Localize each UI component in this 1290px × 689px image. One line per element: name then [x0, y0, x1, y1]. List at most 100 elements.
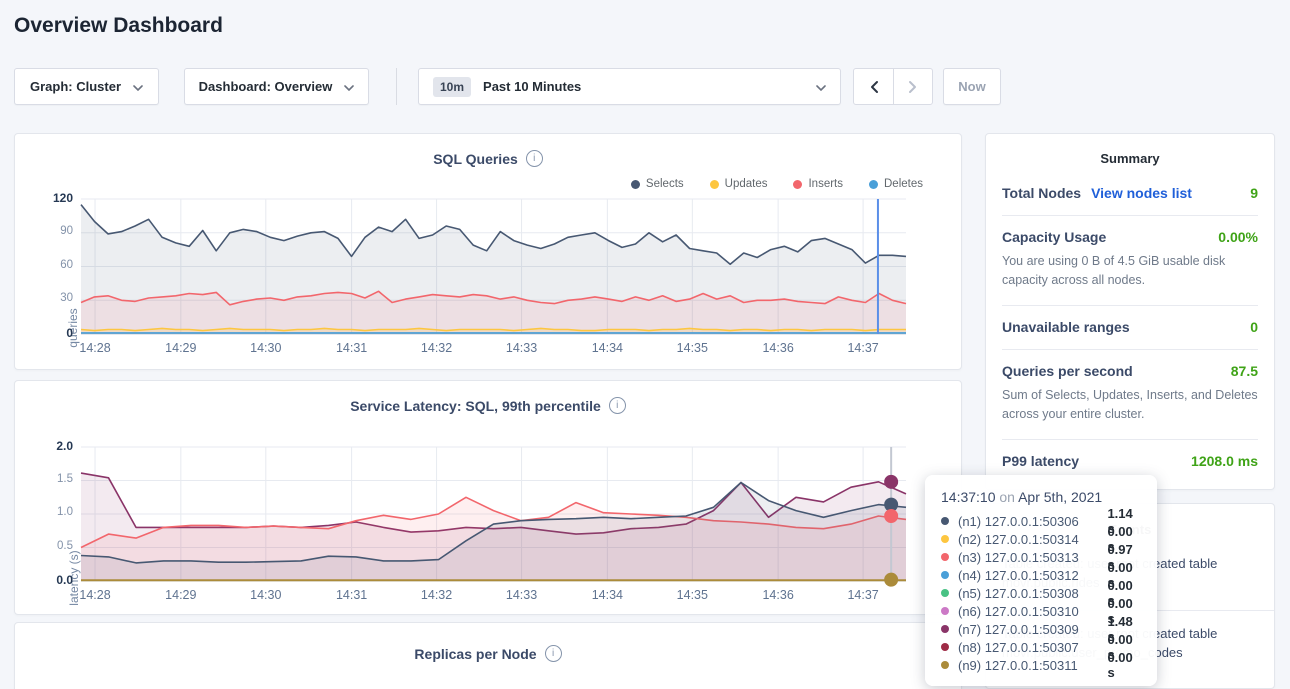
- y-axis-tick: 90: [60, 224, 73, 237]
- x-axis-tick: 14:36: [762, 341, 794, 355]
- node-color-dot-icon: [941, 535, 949, 543]
- summary-stat: P99 latency 1208.0 ms: [1002, 438, 1258, 483]
- stat-label: Capacity Usage: [1002, 229, 1107, 245]
- node-color-dot-icon: [941, 553, 949, 561]
- tooltip-node-row: (n8) 127.0.0.1:50307 0.00 s: [939, 632, 1143, 662]
- next-time-button[interactable]: [893, 69, 932, 104]
- info-icon[interactable]: i: [608, 397, 626, 414]
- time-range-badge: 10m: [433, 76, 472, 97]
- info-icon[interactable]: i: [525, 150, 543, 167]
- tooltip-node-value: 0.00 s: [1107, 632, 1133, 662]
- tooltip-timestamp: 14:37:10 on Apr 5th, 2021: [941, 489, 1103, 505]
- toolbar-divider: [396, 68, 397, 105]
- x-axis-tick: 14:35: [676, 341, 708, 355]
- legend-label: Selects: [645, 178, 684, 190]
- chevron-right-icon: [909, 80, 916, 93]
- chart-title: Replicas per Node: [414, 645, 537, 662]
- tooltip-node-row: (n7) 127.0.0.1:50309 1.48 s: [939, 614, 1143, 644]
- x-axis-tick: 14:32: [420, 341, 453, 355]
- chart-title: SQL Queries: [433, 150, 518, 167]
- legend-dot-icon: [630, 179, 640, 189]
- x-axis-tick: 14:28: [79, 341, 111, 355]
- tooltip-node-address: (n4) 127.0.0.1:50312: [958, 567, 1079, 583]
- summary-stats: Total Nodes View nodes list 9 Capacity Usag…: [1002, 172, 1258, 483]
- legend-item-inserts: Inserts: [793, 178, 843, 190]
- tooltip-node-address: (n8) 127.0.0.1:50307: [958, 639, 1079, 655]
- node-color-dot-icon: [941, 625, 949, 633]
- stat-value: 0: [1250, 318, 1258, 335]
- summary-stat-row: Capacity Usage 0.00%: [1002, 229, 1258, 245]
- tooltip-node-row: (n5) 127.0.0.1:50308 0.00 s: [939, 578, 1143, 608]
- tooltip-node-value: 1.14 s: [1107, 506, 1133, 536]
- y-axis-tick: 120: [52, 191, 73, 205]
- legend-label: Inserts: [808, 178, 843, 190]
- summary-panel: Summary Total Nodes View nodes list 9 Capac…: [985, 133, 1275, 490]
- chart-title: Service Latency: SQL, 99th percentile: [350, 397, 601, 414]
- y-axis-tick: 30: [60, 292, 73, 305]
- chevron-left-icon: [870, 80, 878, 93]
- time-range-picker[interactable]: 10m Past 10 Minutes: [418, 68, 841, 105]
- x-axis-tick: 14:29: [165, 341, 197, 355]
- now-button[interactable]: Now: [943, 68, 1001, 105]
- y-axis-tick: 1.5: [57, 472, 73, 485]
- tooltip-node-address: (n5) 127.0.0.1:50308: [958, 585, 1079, 601]
- toolbar: Graph: Cluster Dashboard: Overview 10m P…: [14, 68, 1001, 105]
- y-axis-tick: 0.0: [56, 573, 73, 587]
- legend-item-deletes: Deletes: [869, 178, 923, 190]
- summary-stat: Capacity Usage 0.00% You are using 0 B of …: [1002, 215, 1258, 305]
- node-color-dot-icon: [941, 661, 949, 669]
- service-latency-chart[interactable]: latency (s) 0.0 0.5 1.0 1.5 2.0 14:28 14:29 14:…: [56, 439, 907, 606]
- legend-dot-icon: [709, 179, 719, 189]
- x-axis-tick: 14:33: [505, 588, 538, 602]
- summary-stat: Total Nodes View nodes list 9: [1002, 172, 1258, 215]
- view-nodes-list-link[interactable]: View nodes list: [1091, 185, 1192, 201]
- x-axis-tick: 14:36: [762, 588, 794, 602]
- tooltip-node-address: (n3) 127.0.0.1:50313: [958, 549, 1079, 565]
- x-axis-tick: 14:34: [591, 588, 623, 602]
- dashboard-dropdown[interactable]: Dashboard: Overview: [184, 68, 369, 105]
- tooltip-node-row: (n6) 127.0.0.1:50310 0.00 s: [939, 596, 1143, 626]
- tooltip-node-address: (n2) 127.0.0.1:50314: [958, 531, 1079, 547]
- stat-value: 0.00%: [1218, 229, 1258, 245]
- tooltip-node-row: (n4) 127.0.0.1:50312 0.00 s: [939, 560, 1143, 590]
- replicas-per-node-panel: Replicas per Node i: [14, 622, 962, 689]
- node-color-dot-icon: [941, 571, 949, 579]
- y-axis-tick: 0.5: [57, 539, 73, 552]
- chevron-down-icon: [344, 79, 355, 94]
- stat-description: You are using 0 B of 4.5 GiB usable disk…: [1002, 254, 1226, 288]
- x-axis-tick: 14:29: [165, 588, 197, 602]
- legend-dot-icon: [793, 179, 803, 189]
- tooltip-node-value: 0.00 s: [1107, 560, 1133, 590]
- charts-column: SQL Queries i Selects Updates Inserts Delet…: [14, 133, 962, 689]
- node-color-dot-icon: [941, 643, 949, 651]
- prev-time-button[interactable]: [854, 69, 893, 104]
- tooltip-node-row: (n2) 127.0.0.1:50314 0.00 s: [939, 524, 1143, 554]
- sql-queries-chart[interactable]: queries 0 30 60 90 120 14:28 14:29 14:30 14:31 14…: [53, 191, 907, 355]
- tooltip-node-value: 0.00 s: [1107, 650, 1133, 680]
- dashboard-dropdown-label: Dashboard: Overview: [198, 79, 333, 94]
- tooltip-node-value: 1.48 s: [1107, 614, 1133, 644]
- summary-stat-row: Total Nodes View nodes list 9: [1002, 185, 1258, 201]
- tooltip-node-address: (n7) 127.0.0.1:50309: [958, 621, 1079, 637]
- info-icon[interactable]: i: [544, 645, 562, 662]
- y-axis-tick: 60: [60, 258, 73, 271]
- legend-dot-icon: [869, 179, 878, 189]
- stat-value: 9: [1250, 185, 1258, 201]
- summary-stat-row: Unavailable ranges 0: [1002, 319, 1258, 335]
- page-title: Overview Dashboard: [14, 14, 223, 37]
- legend-label: Updates: [724, 178, 768, 190]
- chevron-down-icon: [133, 79, 143, 94]
- tooltip-node-address: (n9) 127.0.0.1:50311: [958, 657, 1078, 673]
- summary-stat-row: P99 latency 1208.0 ms: [1002, 453, 1258, 469]
- node-color-dot-icon: [941, 607, 949, 615]
- x-axis-tick: 14:30: [250, 341, 282, 355]
- tooltip-node-value: 0.00 s: [1107, 578, 1133, 608]
- sql-queries-panel: SQL Queries i Selects Updates Inserts Delet…: [14, 133, 962, 370]
- tooltip-node-value: 0.97 s: [1107, 542, 1133, 572]
- x-axis-tick: 14:33: [505, 341, 538, 355]
- x-axis-tick: 14:31: [335, 341, 368, 355]
- stat-label: Queries per second: [1002, 362, 1133, 379]
- tooltip-node-row: (n3) 127.0.0.1:50313 0.97 s: [939, 542, 1143, 572]
- graph-dropdown[interactable]: Graph: Cluster: [14, 68, 159, 105]
